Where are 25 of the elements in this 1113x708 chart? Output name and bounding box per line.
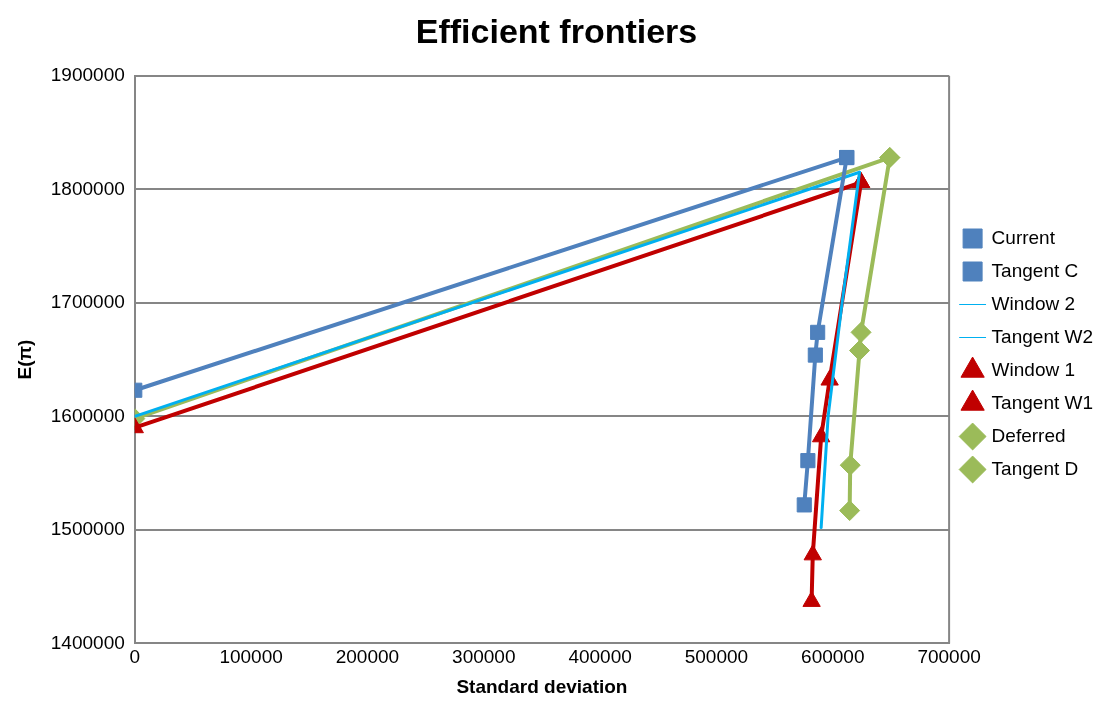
x-tick-label: 0: [129, 646, 141, 668]
legend-label: Deferred: [991, 424, 1066, 446]
x-tick-label: 500000: [684, 646, 749, 668]
x-tick-label: 600000: [801, 646, 865, 668]
y-tick-label: 1700000: [50, 291, 125, 313]
x-tick-label: 200000: [335, 646, 400, 668]
y-tick-label: 1800000: [50, 177, 125, 199]
y-tick-label: 1400000: [50, 631, 125, 653]
x-tick-label: 300000: [452, 646, 516, 668]
y-axis-title: E(π): [13, 339, 35, 380]
x-tick-label: 700000: [917, 646, 981, 668]
x-axis-title: Standard deviation: [456, 675, 628, 697]
legend-label: Window 1: [991, 358, 1076, 380]
legend-label: Tangent W1: [991, 391, 1094, 413]
legend-label: Tangent C: [991, 259, 1079, 281]
y-tick-label: 1900000: [50, 64, 125, 86]
legend-label: Current: [991, 226, 1056, 248]
y-tick-label: 1600000: [50, 404, 125, 426]
x-tick-label: 100000: [219, 646, 283, 668]
legend-label: Window 2: [991, 292, 1076, 314]
x-tick-label: 400000: [568, 646, 632, 668]
legend-label: Tangent D: [991, 457, 1079, 479]
chart-title: Efficient frontiers: [415, 11, 698, 50]
y-tick-label: 1500000: [50, 518, 125, 540]
legend-label: Tangent W2: [991, 325, 1094, 347]
